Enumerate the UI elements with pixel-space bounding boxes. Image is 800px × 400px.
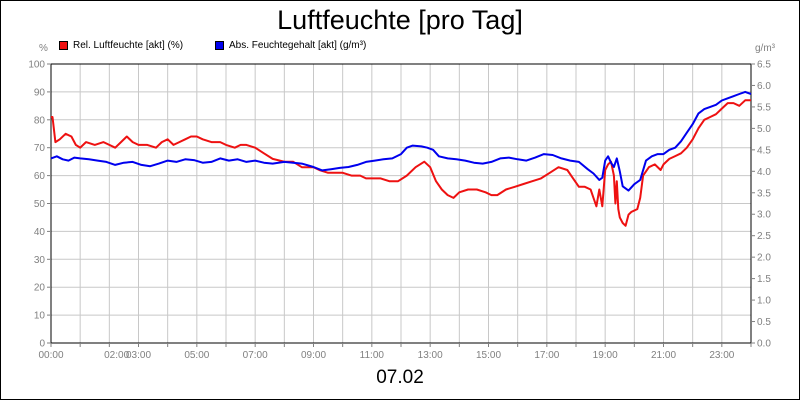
left-axis-tick-label: 70 (34, 143, 46, 154)
x-axis-tick-label: 21:00 (651, 350, 676, 361)
right-axis-tick-label: 2.0 (757, 253, 771, 264)
right-axis-tick-label: 3.0 (757, 210, 771, 221)
series-line-abs-humidity (50, 90, 752, 192)
left-axis-tick-label: 0 (39, 339, 45, 350)
x-axis-tick-label: 05:00 (184, 350, 209, 361)
legend-swatch-red (59, 41, 68, 50)
legend-swatch-blue (215, 41, 224, 50)
legend-label-rel-humidity: Rel. Luftfeuchte [akt] (%) (73, 40, 184, 51)
x-axis-tick-label: 15:00 (476, 350, 501, 361)
right-axis-tick-label: 5.5 (757, 102, 771, 113)
left-axis-unit: % (39, 43, 48, 54)
right-axis-tick-label: 1.5 (757, 274, 771, 285)
chart-title: Luftfeuchte [pro Tag] (277, 5, 523, 35)
left-axis-tick-label: 80 (34, 115, 46, 126)
left-axis-tick-label: 100 (28, 60, 45, 71)
right-axis-tick-label: 3.5 (757, 188, 771, 199)
date-label: 07.02 (376, 367, 424, 388)
left-axis-tick-label: 30 (34, 255, 46, 266)
x-axis-tick-label: 13:00 (418, 350, 443, 361)
x-axis-tick-label: 07:00 (243, 350, 268, 361)
right-axis-tick-label: 4.5 (757, 145, 771, 156)
legend-item-abs-humidity: Abs. Feuchtegehalt [akt] (g/m³) (215, 39, 366, 52)
right-axis-tick-label: 6.0 (757, 81, 771, 92)
left-axis-tick-label: 10 (34, 311, 46, 322)
right-axis-tick-label: 5.0 (757, 124, 771, 135)
right-axis-tick-label: 4.0 (757, 167, 771, 178)
series-line-rel-humidity (51, 99, 751, 227)
legend-label-abs-humidity: Abs. Feuchtegehalt [akt] (g/m³) (229, 40, 367, 51)
x-axis-tick-label: 19:00 (593, 350, 618, 361)
x-axis-tick-label: 02:00 (104, 350, 129, 361)
left-axis-tick-label: 90 (34, 87, 46, 98)
right-axis-unit: g/m³ (755, 43, 775, 54)
right-axis-tick-label: 6.5 (757, 60, 771, 71)
x-axis-tick-label: 03:00 (126, 350, 151, 361)
left-axis-tick-label: 50 (34, 199, 46, 210)
x-axis-tick-label: 09:00 (301, 350, 326, 361)
right-axis-tick-label: 2.5 (757, 231, 771, 242)
right-axis-tick-label: 0.5 (757, 317, 771, 328)
left-axis-tick-label: 40 (34, 227, 46, 238)
right-axis-tick-label: 0.0 (757, 339, 771, 350)
left-axis-tick-label: 60 (34, 171, 46, 182)
x-axis-tick-label: 17:00 (534, 350, 559, 361)
left-axis-tick-label: 20 (34, 283, 46, 294)
x-axis-tick-label: 00:00 (38, 350, 63, 361)
x-axis-tick-label: 23:00 (709, 350, 734, 361)
legend-item-rel-humidity: Rel. Luftfeuchte [akt] (%) (59, 39, 183, 52)
right-axis-tick-label: 1.0 (757, 296, 771, 307)
x-axis-tick-label: 11:00 (360, 350, 385, 361)
